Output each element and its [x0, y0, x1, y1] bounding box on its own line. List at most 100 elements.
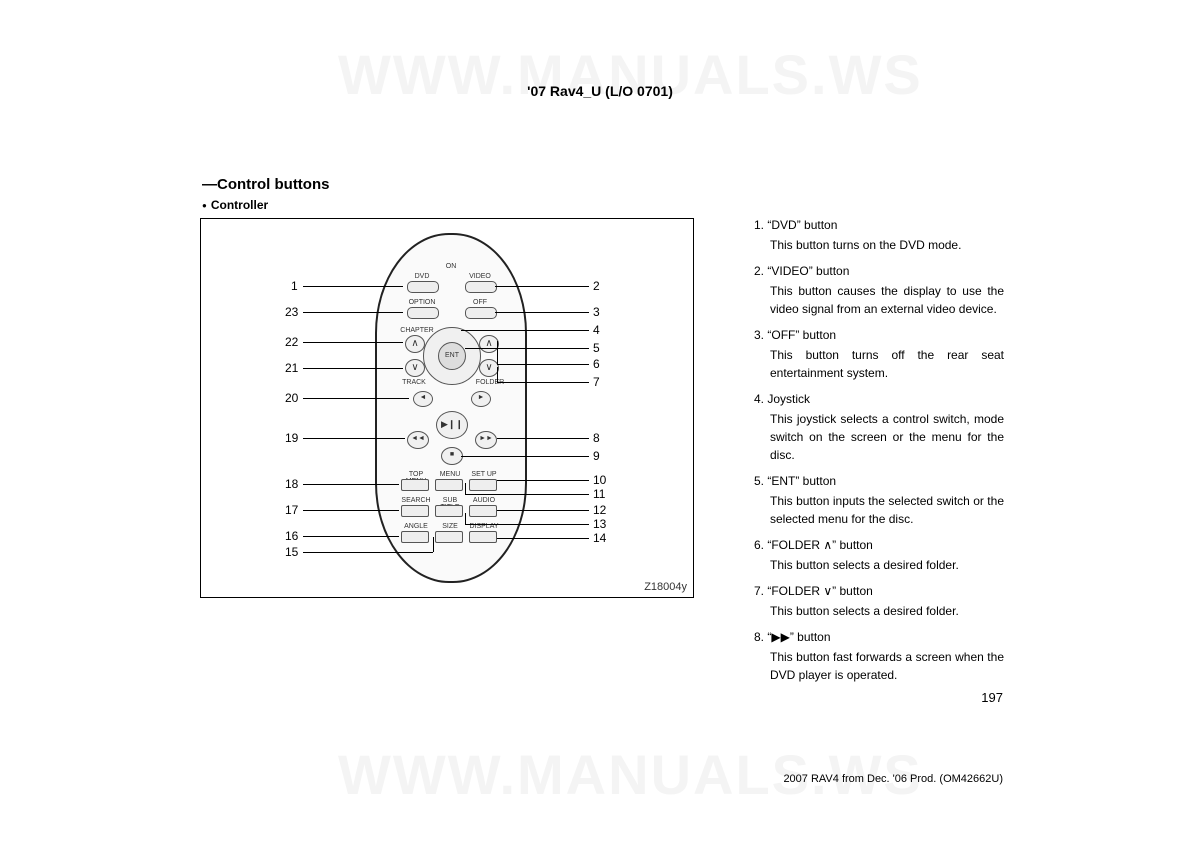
line-6a	[497, 341, 498, 364]
callout-23: 23	[285, 305, 298, 319]
btn-next-track: ►	[471, 391, 491, 407]
btn-off	[465, 307, 497, 319]
line-13b	[465, 513, 466, 524]
item-desc: This button inputs the selected switch o…	[770, 492, 1004, 528]
btn-play-pause: ▶❙❙	[436, 411, 468, 439]
btn-rewind: ◄◄	[407, 431, 429, 449]
callout-6: 6	[593, 357, 600, 371]
btn-stop: ■	[441, 447, 463, 465]
callout-13: 13	[593, 517, 606, 531]
label-on: ON	[377, 263, 525, 270]
line-12	[497, 510, 589, 511]
line-7	[497, 382, 589, 383]
btn-ent: ENT	[438, 342, 466, 370]
callout-16: 16	[285, 529, 298, 543]
line-21	[303, 368, 403, 369]
callout-20: 20	[285, 391, 298, 405]
line-2	[495, 286, 589, 287]
callout-10: 10	[593, 473, 606, 487]
callout-1: 1	[291, 279, 298, 293]
label-off: OFF	[465, 299, 495, 306]
label-setup: SET UP	[469, 471, 499, 478]
list-item-5: 5. “ENT” button This button inputs the s…	[754, 474, 1004, 528]
callout-11: 11	[593, 487, 605, 501]
callout-9: 9	[593, 449, 600, 463]
label-option: OPTION	[407, 299, 437, 306]
section-title: —Control buttons	[202, 176, 329, 193]
label-video: VIDEO	[465, 273, 495, 280]
line-20	[303, 398, 409, 399]
label-play: ▶❙❙	[437, 419, 467, 430]
item-desc: This button selects a desired folder.	[770, 556, 1004, 574]
line-9	[461, 456, 589, 457]
description-list: 1. “DVD” button This button turns on the…	[754, 218, 1004, 694]
list-item-8: 8. “▶▶” button This button fast forwards…	[754, 630, 1004, 684]
btn-ffwd: ►►	[475, 431, 497, 449]
line-16	[303, 536, 399, 537]
item-num: 1.	[754, 218, 764, 232]
list-item-2: 2. “VIDEO” button This button causes the…	[754, 264, 1004, 318]
callout-19: 19	[285, 431, 298, 445]
btn-video	[465, 281, 497, 293]
item-num: 3.	[754, 328, 764, 342]
line-3	[495, 312, 589, 313]
btn-size	[435, 531, 463, 543]
line-23	[303, 312, 403, 313]
btn-option	[407, 307, 439, 319]
btn-display	[469, 531, 497, 543]
item-num: 2.	[754, 264, 764, 278]
callout-5: 5	[593, 341, 600, 355]
label-size: SIZE	[435, 523, 465, 530]
item-desc: This button causes the display to use th…	[770, 282, 1004, 318]
item-num: 7.	[754, 584, 764, 598]
line-22	[303, 342, 403, 343]
callout-17: 17	[285, 503, 298, 517]
label-search: SEARCH	[399, 497, 433, 504]
line-14	[497, 538, 589, 539]
btn-topmenu	[401, 479, 429, 491]
line-15a	[303, 552, 433, 553]
item-title: “OFF” button	[767, 328, 836, 342]
item-title: “▶▶” button	[767, 630, 830, 644]
item-title: Joystick	[767, 392, 810, 406]
btn-setup	[469, 479, 497, 491]
btn-angle	[401, 531, 429, 543]
callout-2: 2	[593, 279, 600, 293]
line-17	[303, 510, 399, 511]
callout-7: 7	[593, 375, 600, 389]
item-desc: This joystick selects a control switch, …	[770, 410, 1004, 464]
subsection-label: Controller	[202, 198, 268, 212]
line-7a	[497, 367, 498, 382]
callout-15: 15	[285, 545, 298, 559]
line-1	[303, 286, 403, 287]
list-item-1: 1. “DVD” button This button turns on the…	[754, 218, 1004, 254]
label-track: TRACK	[399, 379, 429, 386]
callout-8: 8	[593, 431, 600, 445]
btn-folder-up: ∧	[479, 335, 499, 353]
btn-prev-track: ◄	[413, 391, 433, 407]
page-number: 197	[981, 690, 1003, 705]
line-8	[497, 438, 589, 439]
figure-code: Z18004y	[644, 581, 687, 593]
list-item-4: 4. Joystick This joystick selects a cont…	[754, 392, 1004, 464]
btn-dvd	[407, 281, 439, 293]
label-ent: ENT	[439, 352, 465, 359]
page-header: '07 Rav4_U (L/O 0701)	[0, 83, 1200, 99]
label-menu: MENU	[435, 471, 465, 478]
btn-folder-down: ∨	[479, 359, 499, 377]
item-num: 6.	[754, 538, 764, 552]
item-title: “ENT” button	[767, 474, 836, 488]
item-title: “DVD” button	[767, 218, 837, 232]
item-title: “FOLDER ∨” button	[767, 584, 872, 598]
callout-18: 18	[285, 477, 298, 491]
item-desc: This button turns off the rear seat ente…	[770, 346, 1004, 382]
callout-14: 14	[593, 531, 606, 545]
figure-container: Z18004y ON DVD VIDEO OPTION OFF CHAPTER …	[200, 218, 694, 598]
item-num: 4.	[754, 392, 764, 406]
item-desc: This button fast forwards a screen when …	[770, 648, 1004, 684]
item-desc: This button selects a desired folder.	[770, 602, 1004, 620]
label-angle: ANGLE	[399, 523, 433, 530]
line-10	[497, 480, 589, 481]
line-4	[461, 330, 589, 331]
callout-3: 3	[593, 305, 600, 319]
